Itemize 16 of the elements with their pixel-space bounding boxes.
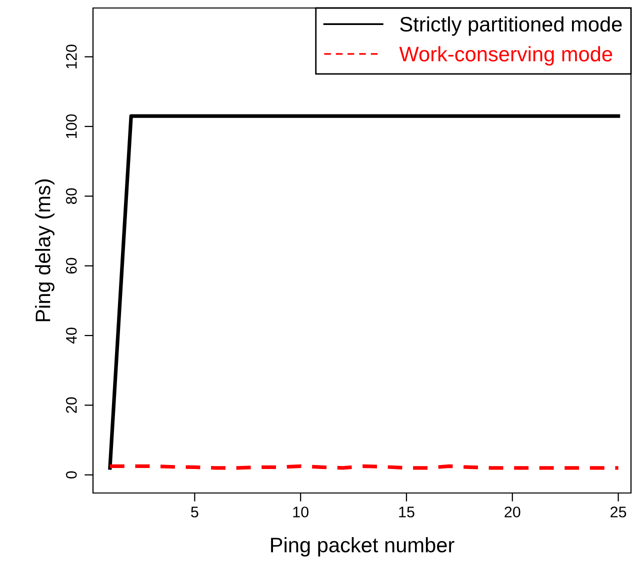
x-tick-label: 25 xyxy=(610,506,626,518)
y-tick-label: 120 xyxy=(66,44,77,68)
x-tick-label: 5 xyxy=(191,506,198,518)
x-tick-label: 20 xyxy=(504,506,520,518)
y-tick-label: 60 xyxy=(66,258,77,274)
y-tick-label: 80 xyxy=(66,188,77,204)
y-tick-label: 0 xyxy=(66,471,77,479)
x-tick-label: 15 xyxy=(399,506,414,518)
x-axis-title: Ping packet number xyxy=(271,537,454,557)
y-tick-label: 40 xyxy=(66,328,77,344)
y-axis-title: Ping delay (ms) xyxy=(35,179,54,322)
legend-label: Strictly partitioned mode xyxy=(400,16,622,36)
y-tick-label: 20 xyxy=(66,397,77,413)
legend-label: Work-conserving mode xyxy=(399,46,612,66)
x-tick-label: 10 xyxy=(293,506,308,518)
y-tick-label: 100 xyxy=(66,114,77,138)
